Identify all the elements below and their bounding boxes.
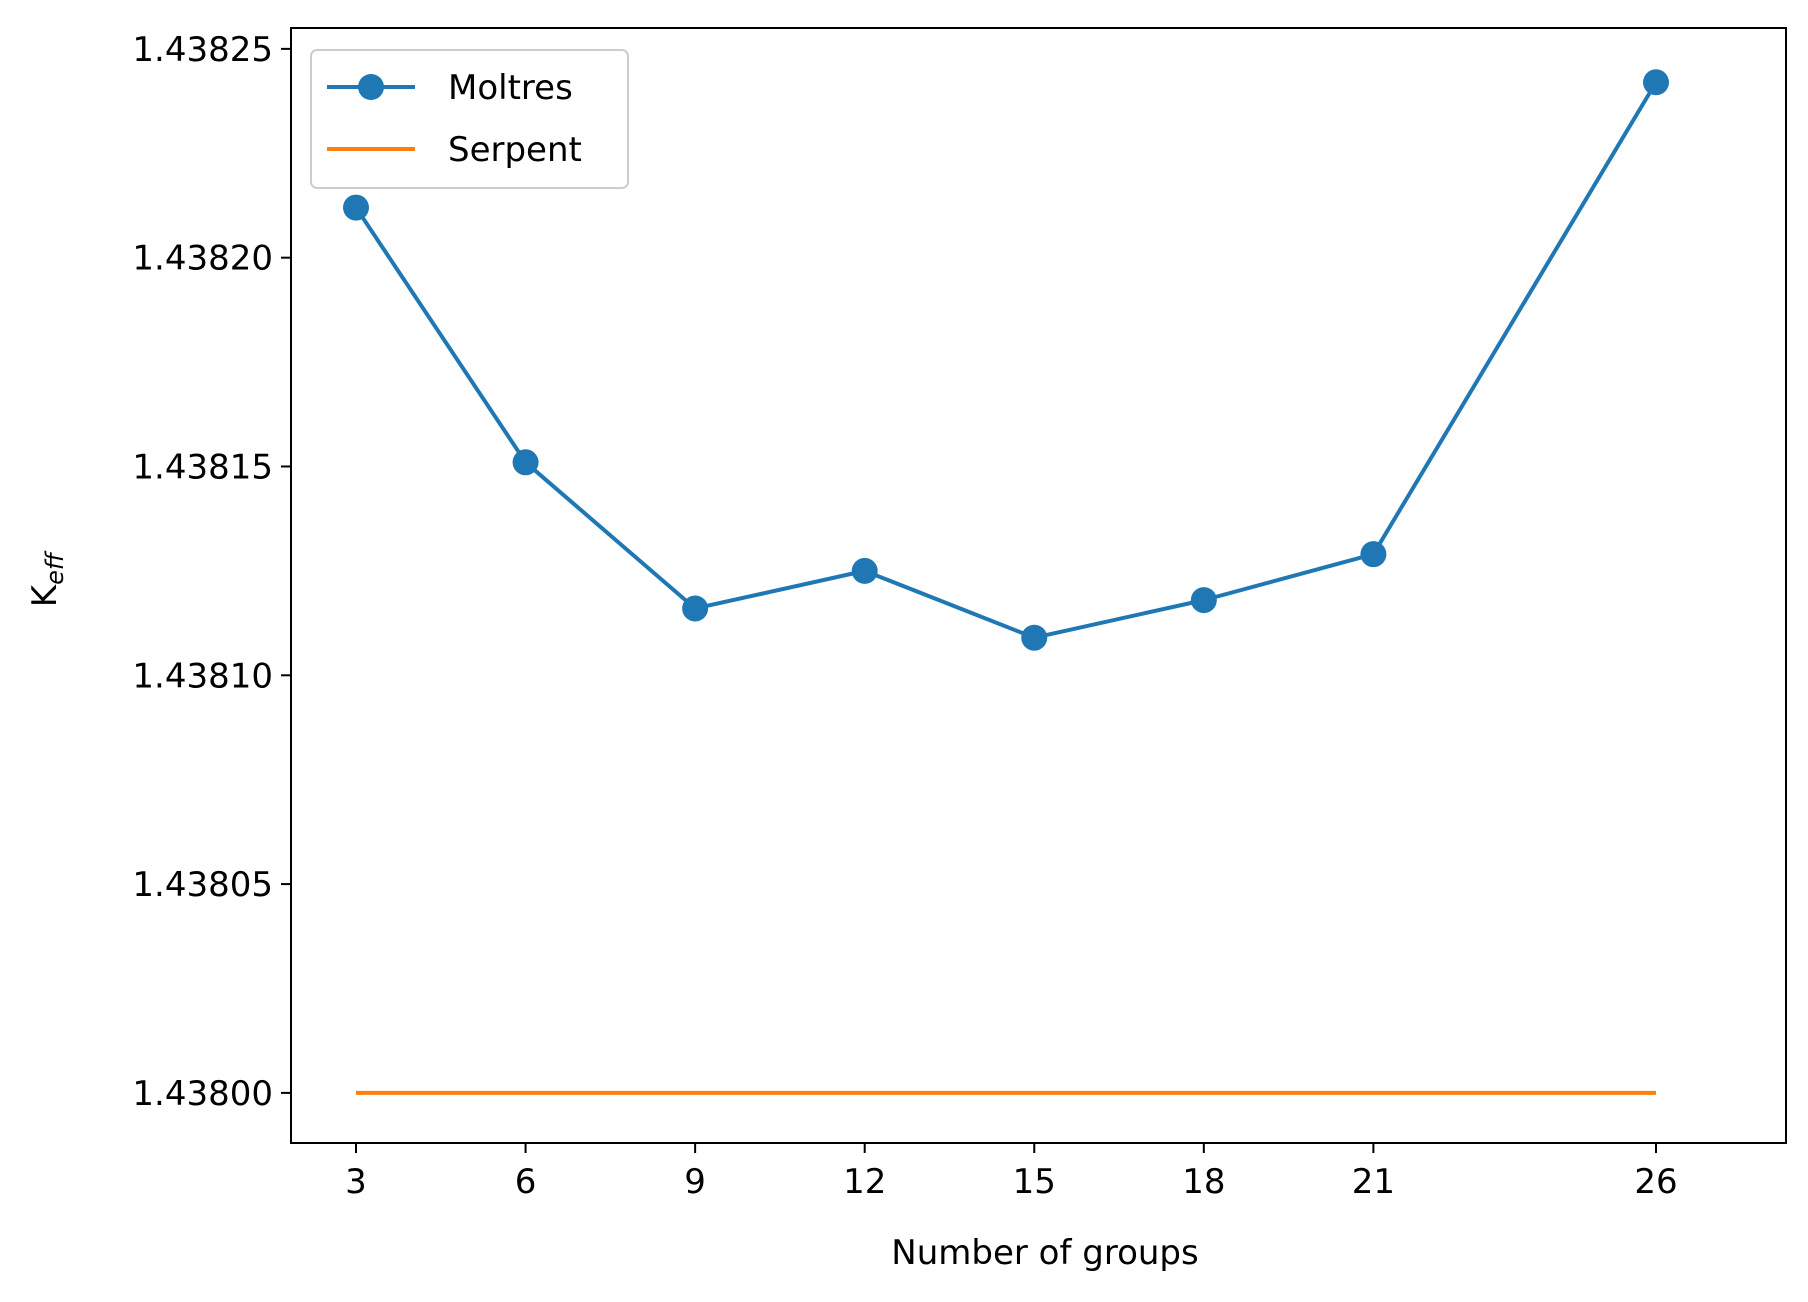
- y-axis-label-subscript: eff: [41, 550, 69, 585]
- x-tick-label: 3: [345, 1162, 367, 1202]
- x-tick-label: 6: [515, 1162, 537, 1202]
- data-point-moltres: [512, 449, 539, 476]
- legend-label-moltres: Moltres: [448, 68, 573, 108]
- data-point-moltres: [682, 595, 709, 622]
- x-tick-label: 18: [1182, 1162, 1225, 1202]
- y-axis-label-main: K: [25, 583, 65, 607]
- data-point-moltres: [851, 557, 878, 584]
- x-tick-label: 26: [1634, 1162, 1677, 1202]
- data-point-moltres: [1021, 624, 1048, 651]
- x-tick-label: 9: [684, 1162, 706, 1202]
- y-tick-label: 1.43825: [132, 30, 273, 70]
- data-point-moltres: [1190, 587, 1217, 614]
- y-tick-label: 1.43820: [132, 239, 273, 279]
- legend-label-serpent: Serpent: [448, 130, 582, 170]
- x-tick-label: 21: [1352, 1162, 1395, 1202]
- y-tick-label: 1.43810: [132, 656, 273, 696]
- x-axis-label: Number of groups: [891, 1233, 1198, 1273]
- x-tick-label: 15: [1013, 1162, 1056, 1202]
- legend-box: [310, 49, 629, 189]
- x-tick-label: 12: [843, 1162, 886, 1202]
- data-point-moltres: [343, 194, 369, 221]
- plot-frame: [290, 27, 1787, 1144]
- axes: 3 6 9 12 15 18 21 26 1.43800 1.43805 1.43810 1.4381…: [132, 27, 1787, 1202]
- y-axis-label: Keff: [25, 550, 69, 607]
- y-tick-label: 1.43800: [132, 1074, 273, 1114]
- data-point-moltres: [1643, 69, 1669, 96]
- y-tick-label: 1.43815: [132, 447, 273, 487]
- plot-area: [343, 69, 1669, 1095]
- series-line-moltres: [354, 81, 1658, 640]
- legend: Moltres Serpent: [310, 49, 629, 189]
- axis-labels: Number of groups Keff: [25, 550, 1199, 1273]
- data-point-moltres: [1360, 541, 1387, 568]
- legend-marker-moltres: [358, 74, 384, 100]
- y-tick-label: 1.43805: [132, 865, 273, 905]
